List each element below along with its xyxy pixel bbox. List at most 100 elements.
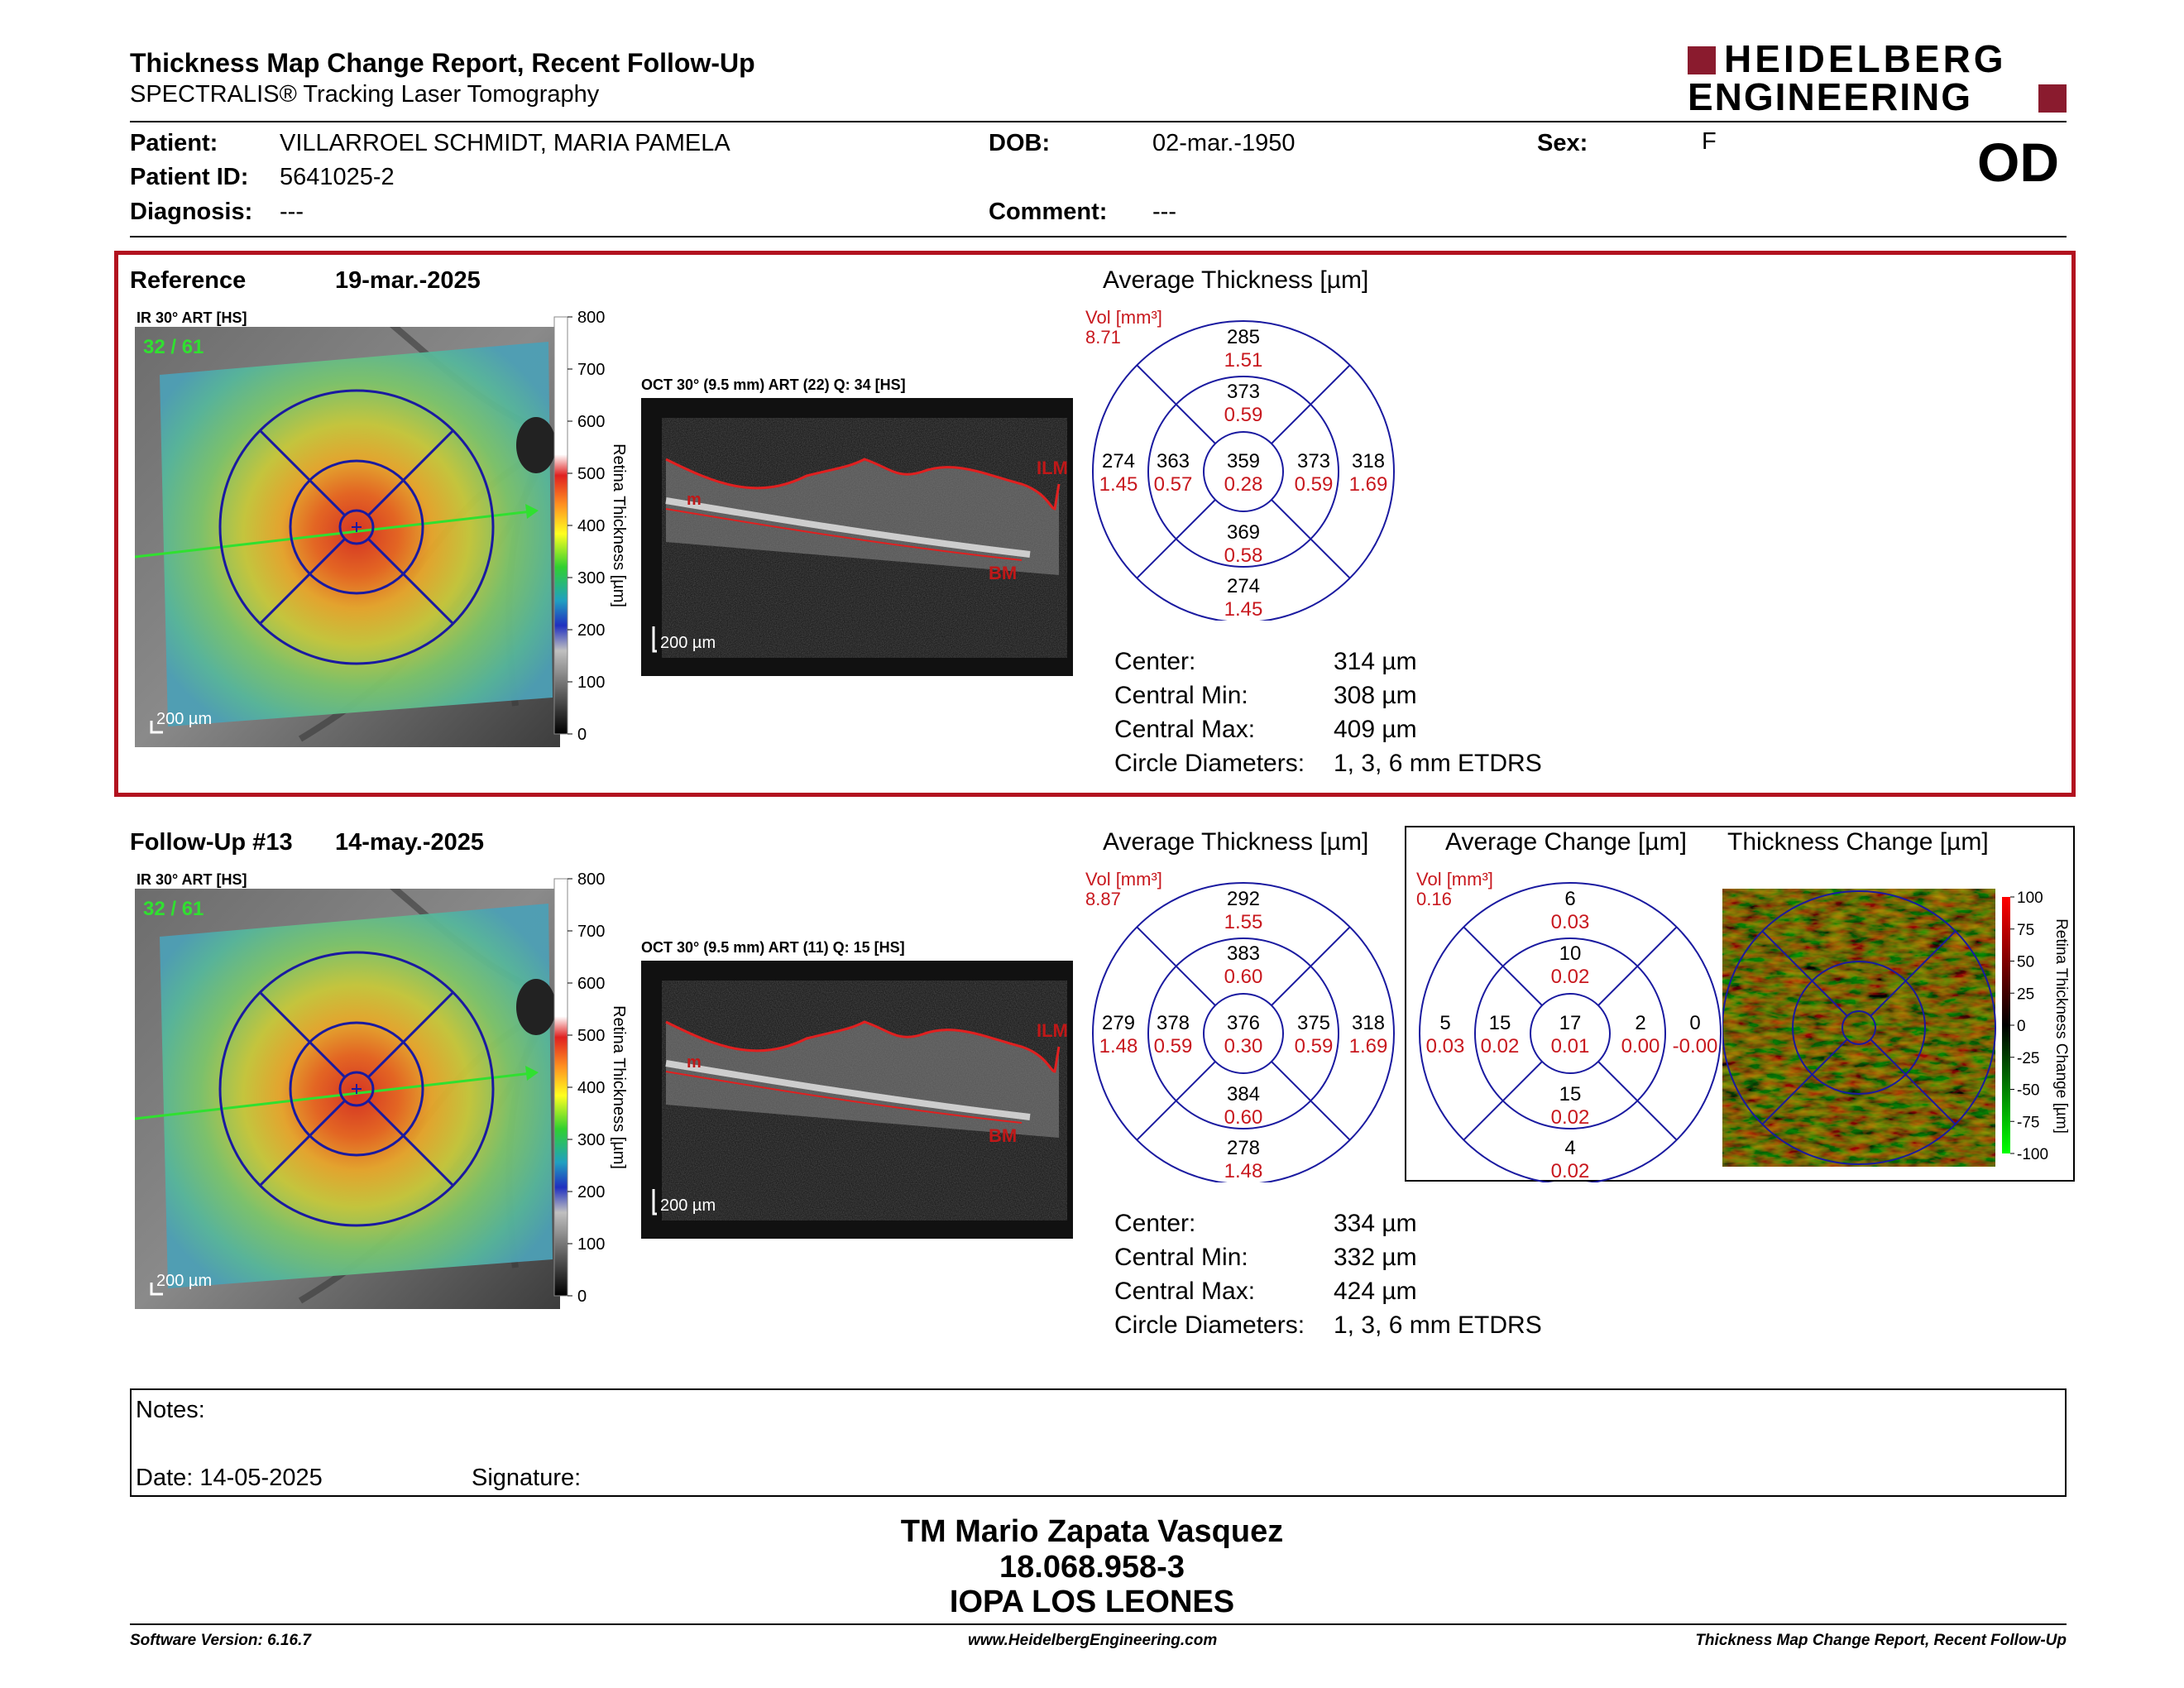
etdrs-spoke: [367, 1100, 454, 1187]
change-colorbar-tick-label: 25: [2017, 985, 2034, 1003]
sector-volume-inner-right: 0.00: [1621, 1035, 1660, 1057]
sector-thickness-outer-left: 5: [1439, 1012, 1450, 1034]
reference-colorbar: 800 700 600 500 400 300 200 100 0 Retina Thicknes…: [553, 309, 652, 744]
ir-label: IR 30° ART [HS]: [136, 309, 247, 326]
logo-line1: HEIDELBERG: [1724, 37, 2007, 80]
footer-software: Software Version: 6.16.7: [130, 1632, 311, 1649]
sector-thickness-outer-right: 0: [1689, 1012, 1700, 1034]
followup-date: 14-may.-2025: [335, 829, 485, 856]
etdrs-spoke: [1870, 1038, 1956, 1125]
sector-thickness-inner-left: 15: [1489, 1012, 1511, 1034]
sector-thickness-outer-right: 318: [1352, 450, 1385, 472]
etdrs-spoke: [367, 538, 454, 625]
colorbar-tick-label: 600: [577, 413, 605, 431]
vol-label: Vol [mm³]: [1416, 869, 1493, 890]
stat-value: 409 µm: [1334, 716, 1417, 743]
sector-volume-inner-left: 0.02: [1481, 1035, 1520, 1057]
thickness-change-map: 100 75 50 25 0 -25 -50 -75 -100 Retina Thickness …: [1722, 889, 2070, 1167]
oct-scan: [641, 398, 1073, 676]
notes-label: Notes:: [136, 1397, 205, 1423]
change-colorbar-tick-label: 0: [2017, 1018, 2026, 1035]
frame-counter: 32 / 61: [143, 336, 204, 358]
sector-volume-outer-left: 1.45: [1099, 473, 1138, 496]
colorbar-tick-label: 800: [577, 310, 605, 327]
label-strip: [135, 309, 560, 327]
stat-label: Central Min:: [1114, 682, 1248, 709]
sector-volume-inner-left: 0.57: [1154, 473, 1193, 496]
etdrs-spoke: [1271, 1061, 1351, 1141]
sector-thickness-inner-bottom: 369: [1227, 521, 1260, 544]
dob-label: DOB:: [989, 130, 1051, 156]
colorbar-gradient: [553, 878, 568, 1297]
sector-volume-center: 0.28: [1224, 473, 1263, 496]
etdrs-spoke: [1761, 1038, 1848, 1125]
sector-thickness-outer-top: 292: [1227, 888, 1260, 910]
patient-id: 5641025-2: [280, 164, 395, 190]
etdrs-spoke: [1136, 364, 1216, 444]
sector-thickness-outer-top: 285: [1227, 326, 1260, 348]
change-colorbar-gradient: [2002, 897, 2010, 1153]
ir-scale-label: 200 µm: [156, 710, 212, 728]
change-colorbar-tick-label: -100: [2017, 1146, 2048, 1163]
etdrs-spoke: [1597, 1061, 1678, 1141]
sector-volume-inner-right: 0.59: [1295, 1035, 1334, 1057]
colorbar-tick-label: 200: [577, 621, 605, 640]
sector-volume-outer-top: 1.55: [1224, 911, 1263, 933]
followup-grid-title: Average Thickness [µm]: [1103, 828, 1369, 856]
sector-thickness-inner-right: 373: [1297, 450, 1330, 472]
etdrs-spoke: [1271, 926, 1351, 1006]
etdrs-spoke: [1271, 364, 1351, 444]
frame-counter: 32 / 61: [143, 898, 204, 920]
sector-volume-inner-left: 0.59: [1154, 1035, 1193, 1057]
etdrs-spoke: [259, 538, 346, 625]
sector-thickness-outer-bottom: 278: [1227, 1137, 1260, 1159]
reference-label: Reference: [130, 267, 247, 294]
change-colorbar-tick-label: -75: [2017, 1114, 2039, 1131]
etdrs-circle: [1792, 961, 1926, 1095]
etdrs-ring: [1203, 993, 1284, 1074]
followup-colorbar: 800 700 600 500 400 300 200 100 0 Retina Thicknes…: [553, 870, 652, 1306]
scan-arrow-icon: [525, 504, 539, 519]
etdrs-ring: [1147, 376, 1339, 568]
change-colorbar-tick-label: 50: [2017, 954, 2034, 971]
colorbar-tick-label: 700: [577, 923, 605, 941]
sector-thickness-inner-right: 2: [1635, 1012, 1645, 1034]
bm-boundary: [665, 1071, 1023, 1124]
sector-volume-inner-top: 0.02: [1551, 966, 1590, 988]
stat-label: Circle Diameters:: [1114, 1312, 1305, 1339]
patient-name: VILLARROEL SCHMIDT, MARIA PAMELA: [280, 130, 730, 156]
etdrs-circle: [1842, 1010, 1876, 1045]
sector-volume-outer-left: 0.03: [1426, 1035, 1465, 1057]
sector-thickness-inner-left: 378: [1157, 1012, 1190, 1034]
colorbar-tick-label: 500: [577, 465, 605, 483]
reference-date: 19-mar.-2025: [335, 267, 481, 294]
ir-label: IR 30° ART [HS]: [136, 871, 247, 888]
sector-volume-outer-top: 1.51: [1224, 349, 1263, 372]
colorbar-tick-label: 300: [577, 569, 605, 587]
followup-label: Follow-Up #13: [130, 829, 293, 856]
vol-value: 8.71: [1085, 327, 1121, 348]
sector-volume-outer-right: 1.69: [1349, 1035, 1388, 1057]
colorbar-tick-label: 100: [577, 674, 605, 692]
etdrs-spoke: [259, 991, 346, 1078]
change-colorbar-tick-label: -50: [2017, 1082, 2039, 1100]
etdrs-spoke: [367, 991, 454, 1078]
etdrs-ring: [1147, 938, 1339, 1129]
sector-thickness-outer-left: 274: [1102, 450, 1135, 472]
change-colorbar-title: Retina Thickness Change [µm]: [2052, 918, 2070, 1134]
sector-volume-inner-right: 0.59: [1295, 473, 1334, 496]
colorbar-title: Retina Thickness [µm]: [610, 444, 628, 607]
logo-line2: ENGINEERING: [1688, 75, 1973, 118]
sector-volume-center: 0.01: [1551, 1035, 1590, 1057]
signer-org: IOPA LOS LEONES: [949, 1585, 1235, 1619]
diagnosis-value: ---: [280, 199, 304, 225]
signature-label: Signature:: [472, 1465, 582, 1491]
bm-boundary: [665, 508, 1023, 561]
etdrs-spoke: [1463, 1061, 1543, 1141]
footer-report: Thickness Map Change Report, Recent Foll…: [1695, 1632, 2067, 1649]
etdrs-spoke: [1463, 926, 1543, 1006]
oct-scale-label: 200 µm: [660, 634, 716, 652]
signer-id: 18.068.958-3: [999, 1550, 1185, 1585]
stat-label: Center:: [1114, 648, 1196, 675]
ilm-boundary: [665, 458, 1061, 511]
